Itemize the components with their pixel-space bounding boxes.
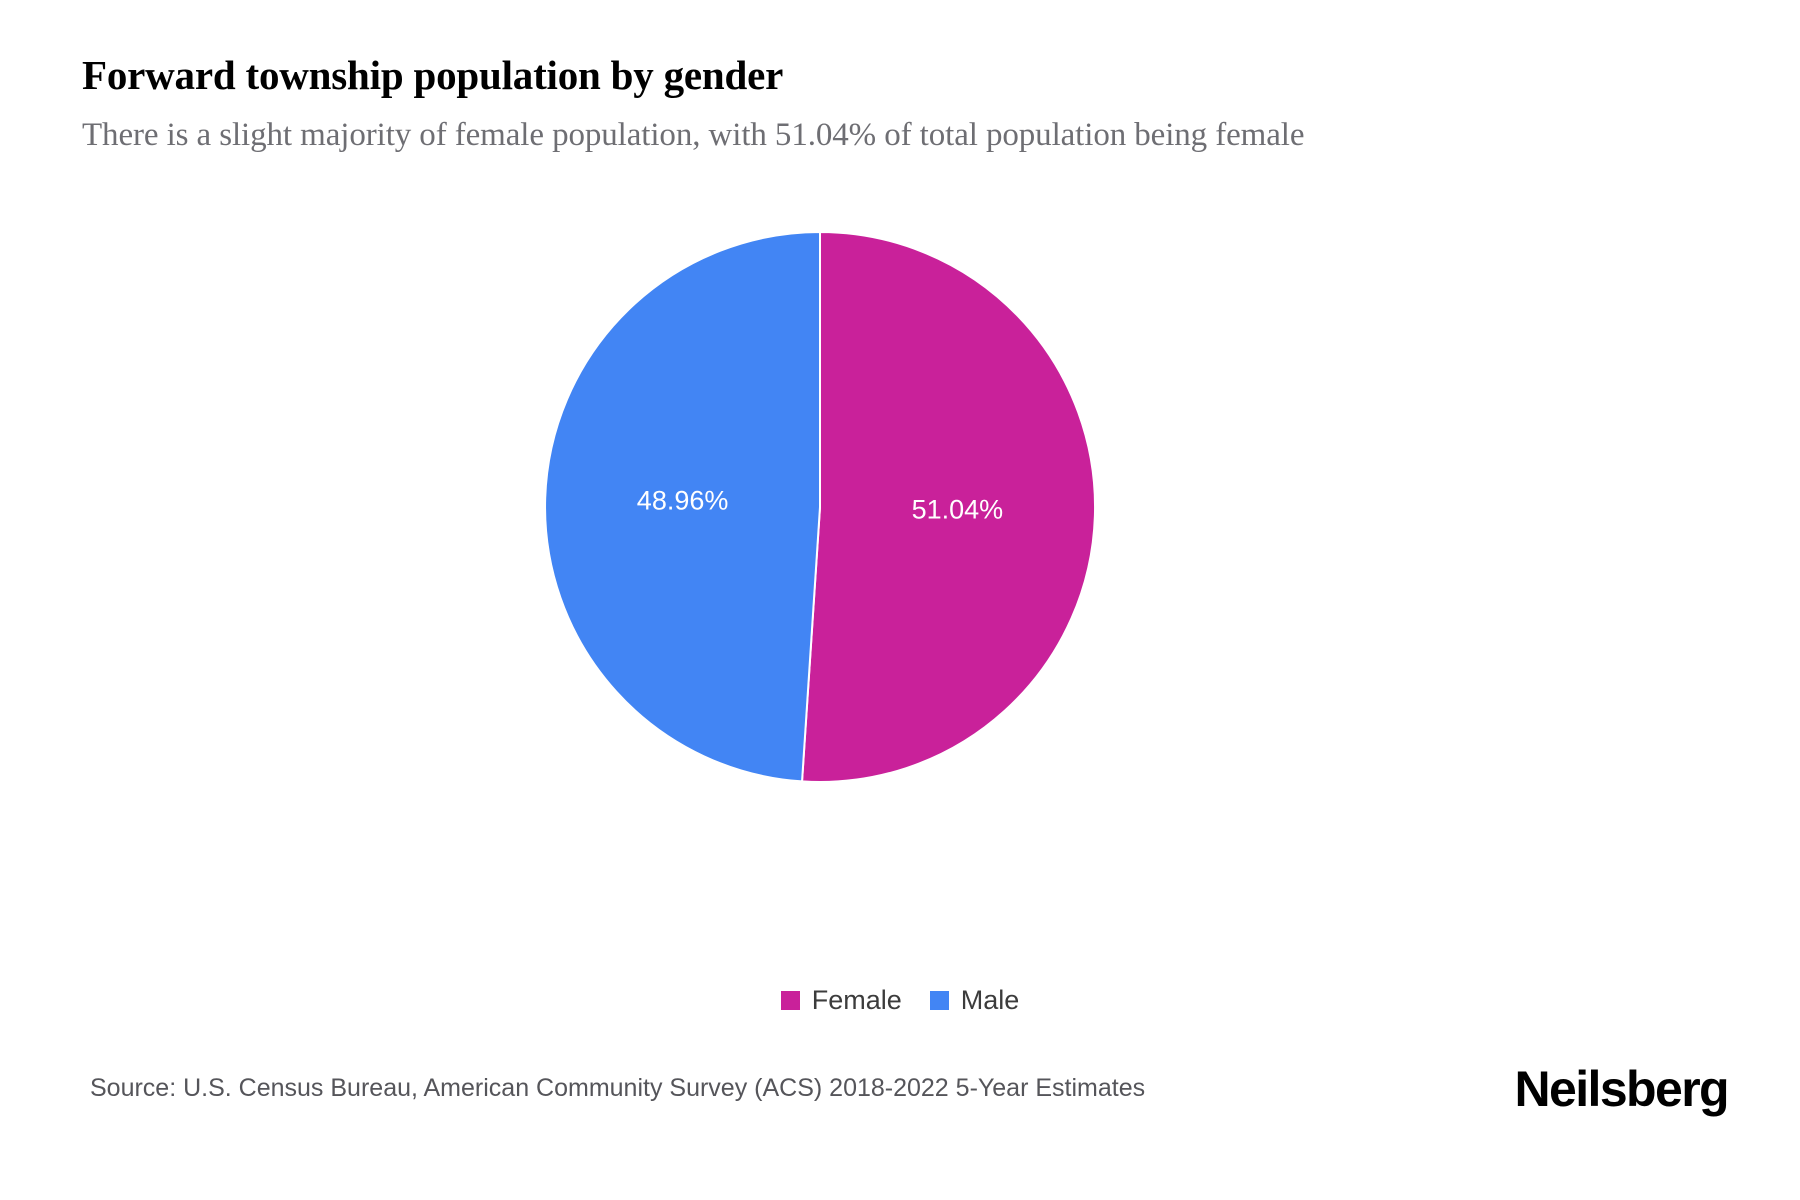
pie-slice-label-male: 48.96% bbox=[637, 486, 729, 516]
legend-item-female[interactable]: Female bbox=[780, 985, 902, 1016]
chart-legend: Female Male bbox=[0, 985, 1800, 1016]
brand-logo: Neilsberg bbox=[1514, 1061, 1730, 1117]
pie-slice-male[interactable] bbox=[544, 230, 821, 783]
legend-swatch-male-icon bbox=[929, 991, 949, 1010]
chart-footer: Source: U.S. Census Bureau, American Com… bbox=[0, 1060, 1800, 1140]
chart-plot-area: 51.04% 48.96% bbox=[0, 200, 1800, 880]
pie-chart: 51.04% 48.96% bbox=[544, 230, 1097, 783]
legend-swatch-female-icon bbox=[780, 991, 800, 1010]
legend-item-male[interactable]: Male bbox=[929, 985, 1020, 1016]
pie-slice-female[interactable] bbox=[800, 230, 1097, 783]
chart-subtitle: There is a slight majority of female pop… bbox=[82, 117, 1305, 154]
source-note: Source: U.S. Census Bureau, American Com… bbox=[90, 1074, 1146, 1102]
chart-header: Forward township population by gender Th… bbox=[82, 52, 1722, 156]
pie-slice-label-female: 51.04% bbox=[912, 495, 1004, 525]
legend-label-male: Male bbox=[960, 985, 1020, 1015]
page-title: Forward township population by gender bbox=[82, 52, 784, 98]
legend-label-female: Female bbox=[811, 985, 902, 1015]
